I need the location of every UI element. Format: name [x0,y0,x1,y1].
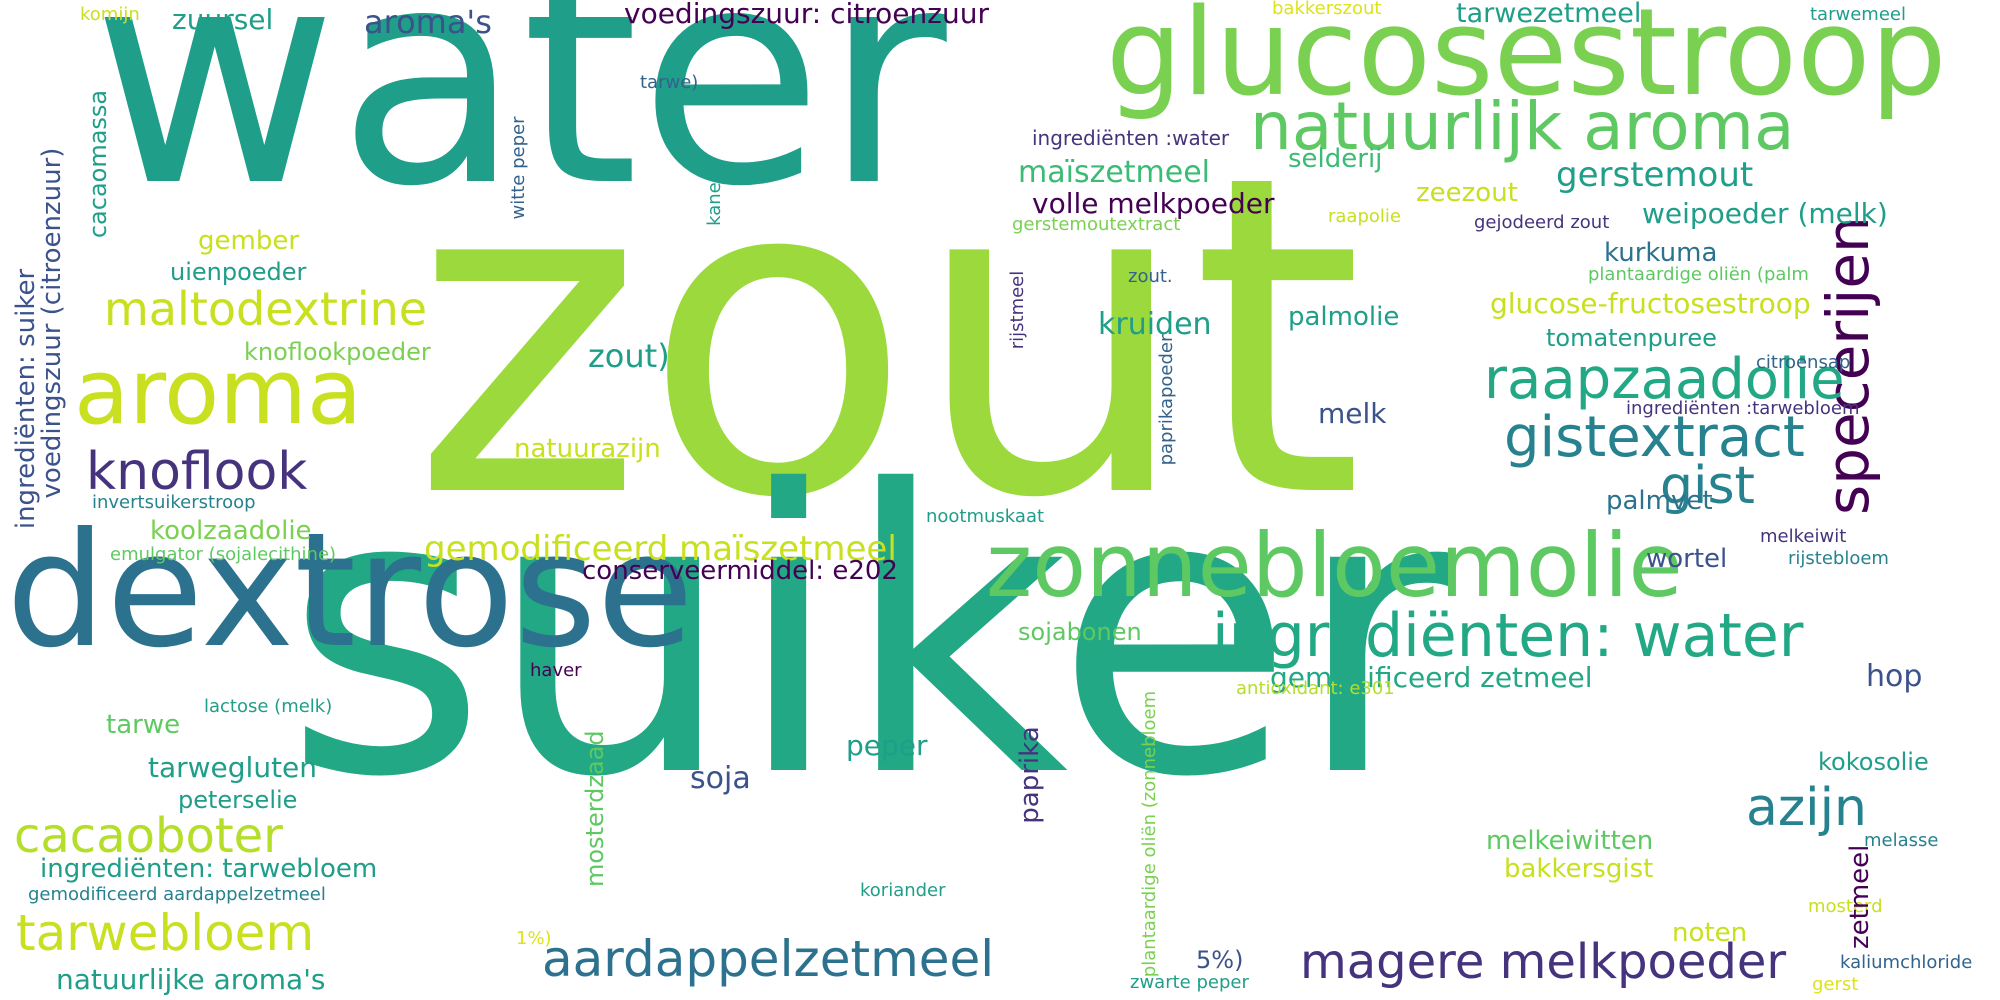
word-komijn: komijn [80,4,140,25]
word-knoflookpoeder: knoflookpoeder [244,338,431,366]
word-raapzaadolie: raapzaadolie [1484,347,1845,412]
word-selderij: selderij [1288,144,1383,174]
word-paprika: paprika [1015,726,1045,824]
word-haver: haver [530,660,582,681]
word-kokosolie: kokosolie [1818,748,1929,776]
word-glucosestroop: glucosestroop [1106,0,1947,123]
word-invertsuikerstroop: invertsuikerstroop [92,492,256,513]
word-aroma: aroma [74,340,363,445]
word-zwarte-peper: zwarte peper [1130,972,1249,993]
word-wortel: wortel [1646,544,1728,574]
word-water: water [92,0,947,252]
word-gemodificeerd-maiszetmeel: gemodificeerd maïszetmeel [424,529,897,569]
word-lactose-melk: lactose (melk) [204,696,333,717]
word-tarwemeel: tarwemeel [1810,4,1906,25]
word-volle-melkpoeder: volle melkpoeder [1032,187,1275,220]
word-kaliumchloride: kaliumchloride [1840,952,1973,973]
word-ingredienten-tarwebloem-small: ingrediënten :tarwebloem [1626,398,1860,419]
word-suiker: suiker [284,408,1455,862]
word-bakkerszout: bakkerszout [1272,0,1382,19]
word-gistextract: gistextract [1504,405,1805,470]
word-tarwe-paren: tarwe) [640,72,699,93]
word-mosterd: mosterd [1808,896,1883,917]
word-peterselie: peterselie [178,786,298,814]
word-gemodificeerd-zetmeel: gemodificeerd zetmeel [1270,661,1593,694]
word-hop: hop [1866,659,1923,694]
word-tarwegluten: tarwegluten [148,751,318,784]
word-raapolie: raapolie [1328,206,1401,227]
word-sojabonen: sojabonen [1018,618,1142,646]
word-peper: peper [846,729,928,762]
word-zeezout: zeezout [1416,178,1518,208]
word-gerstemout: gerstemout [1556,155,1754,195]
word-zout-dot: zout. [1128,266,1173,287]
word-ingredienten-water-small: ingrediënten :water [1032,126,1230,150]
word-gemodificeerd-aardappelzetmeel: gemodificeerd aardappelzetmeel [28,884,326,905]
word-kurkuma: kurkuma [1604,238,1718,268]
word-glucose-fructosestroop: glucose-fructosestroop [1490,287,1811,320]
word-aromas: aroma's [364,3,492,41]
word-5pct: 5%) [1196,946,1244,974]
word-rijstmeel: rijstmeel [1007,270,1028,350]
word-ingredienten-water: ingrediënten: water [1212,601,1804,671]
word-natuurlijke-aromas: natuurlijke aroma's [56,963,326,996]
word-ingredienten-tarwebloem: ingrediënten: tarwebloem [40,854,378,884]
word-kaneel: kaneel [704,166,725,226]
word-knoflook: knoflook [86,442,308,502]
word-koolzaadolie: koolzaadolie [150,516,312,546]
word-melk: melk [1318,397,1387,430]
word-maltodextrine: maltodextrine [104,282,428,336]
word-gejodeerd-zout: gejodeerd zout [1474,212,1610,233]
word-conserveermiddel-e202: conserveermiddel: e202 [582,556,898,586]
word-azijn: azijn [1746,778,1868,838]
word-zuursel: zuursel [172,3,274,36]
word-melkeiwit: melkeiwit [1760,526,1847,547]
word-paprikapoeder: paprikapoeder [1156,334,1177,466]
word-magere-melkpoeder: magere melkpoeder [1300,934,1787,990]
word-tomatenpuree: tomatenpuree [1546,324,1717,352]
word-gember: gember [198,226,300,256]
word-cacaomassa: cacaomassa [84,89,112,239]
word-voedingszuur-citroenzuur: voedingszuur: citroenzuur [624,0,989,30]
word-rijstebloem: rijstebloem [1788,548,1889,569]
word-witte-peper: witte peper [508,116,529,220]
word-citroensap: citroensap [1756,352,1851,373]
word-zout-paren: zout) [588,337,670,375]
word-plantaardige-olien-zonnebloem: plantaardige oliën (zonnebloem [1139,690,1160,978]
word-palmvet: palmvet [1606,486,1713,516]
word-voedingszuur-citroenzuur-vertical: voedingszuur (citroenzuur) [37,147,67,499]
word-koriander: koriander [860,880,946,901]
word-gerst: gerst [1812,974,1859,995]
word-antioxidant-e301: antioxidant: e301 [1236,678,1395,699]
word-weipoeder-melk: weipoeder (melk) [1642,197,1888,230]
word-mosterdzaad: mosterdzaad [581,730,609,887]
word-dextrose: dextrose [6,499,694,683]
word-uienpoeder: uienpoeder [170,258,307,286]
word-zout: zout [412,82,1364,594]
word-aardappelzetmeel: aardappelzetmeel [542,930,995,988]
word-nootmuskaat: nootmuskaat [926,506,1045,527]
word-cacaoboter: cacaoboter [14,808,283,864]
word-tarwezetmeel: tarwezetmeel [1456,0,1642,29]
word-zonnebloemolie: zonnebloemolie [986,514,1683,617]
word-palmolie: palmolie [1288,302,1400,332]
word-kruiden: kruiden [1098,307,1212,342]
word-plantaardige-olien-palm: plantaardige oliën (palm [1588,264,1809,285]
word-bakkersgist: bakkersgist [1504,854,1654,884]
word-melkeiwitten: melkeiwitten [1486,826,1654,856]
word-tarwebloem: tarwebloem [16,904,315,962]
word-melasse: melasse [1864,830,1939,851]
word-1pct: 1%) [516,928,552,949]
word-noten: noten [1672,918,1748,948]
word-gist: gist [1660,456,1755,516]
word-emulgator: emulgator (sojalecithine) [110,544,337,565]
word-gerstemoutextract: gerstemoutextract [1012,214,1181,235]
word-natuurazijn: natuurazijn [514,434,661,464]
word-tarwe: tarwe [106,710,181,740]
word-natuurlijk-aroma: natuurlijk aroma [1250,88,1795,165]
word-soja: soja [690,761,751,796]
word-maiszetmeel: maïszetmeel [1018,155,1211,190]
word-zetmeel: zetmeel [1845,844,1875,949]
